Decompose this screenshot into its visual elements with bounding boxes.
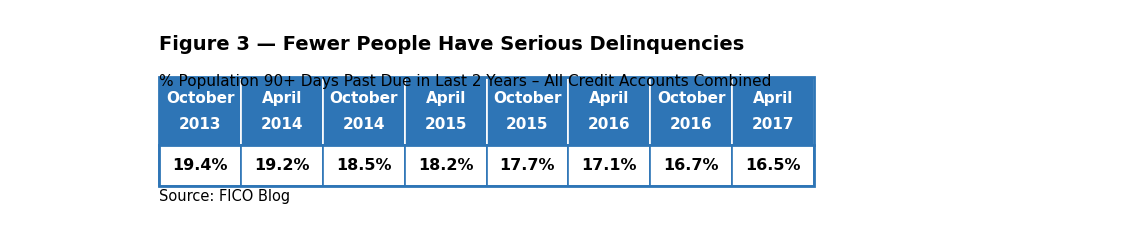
Bar (159, 77, 241, 144)
Bar (159, 144, 814, 186)
Bar (487, 77, 568, 144)
Text: 16.7%: 16.7% (664, 158, 719, 173)
Text: April: April (261, 91, 303, 106)
Bar (159, 77, 814, 144)
Bar (241, 77, 323, 144)
Text: October: October (657, 91, 725, 106)
Bar (568, 144, 650, 186)
Text: 19.4%: 19.4% (172, 158, 228, 173)
Text: 18.5%: 18.5% (336, 158, 392, 173)
Text: 2014: 2014 (261, 117, 304, 132)
Bar (568, 77, 650, 144)
Text: 2013: 2013 (179, 117, 221, 132)
Bar (650, 77, 732, 144)
Bar (650, 144, 732, 186)
Text: April: April (753, 91, 793, 106)
Text: April: April (425, 91, 465, 106)
Text: April: April (589, 91, 629, 106)
Text: 2016: 2016 (588, 117, 630, 132)
Text: % Population 90+ Days Past Due in Last 2 Years – All Credit Accounts Combined: % Population 90+ Days Past Due in Last 2… (159, 74, 771, 89)
Text: Source: FICO Blog: Source: FICO Blog (159, 189, 290, 204)
Bar (405, 144, 487, 186)
Text: 2014: 2014 (343, 117, 385, 132)
Text: 17.1%: 17.1% (581, 158, 637, 173)
Text: 19.2%: 19.2% (254, 158, 309, 173)
Text: 17.7%: 17.7% (500, 158, 555, 173)
Text: 2015: 2015 (507, 117, 549, 132)
Text: 2016: 2016 (669, 117, 713, 132)
Bar (159, 144, 241, 186)
Text: October: October (166, 91, 235, 106)
Text: October: October (493, 91, 562, 106)
Text: 16.5%: 16.5% (745, 158, 801, 173)
Bar (405, 77, 487, 144)
Text: 18.2%: 18.2% (418, 158, 473, 173)
Bar (323, 144, 405, 186)
Bar (732, 77, 814, 144)
Bar (323, 77, 405, 144)
Bar (732, 144, 814, 186)
Text: Figure 3 — Fewer People Have Serious Delinquencies: Figure 3 — Fewer People Have Serious Del… (159, 35, 745, 54)
Bar (241, 144, 323, 186)
Text: 2015: 2015 (424, 117, 466, 132)
Bar (487, 144, 568, 186)
Text: 2017: 2017 (752, 117, 794, 132)
Text: October: October (330, 91, 398, 106)
